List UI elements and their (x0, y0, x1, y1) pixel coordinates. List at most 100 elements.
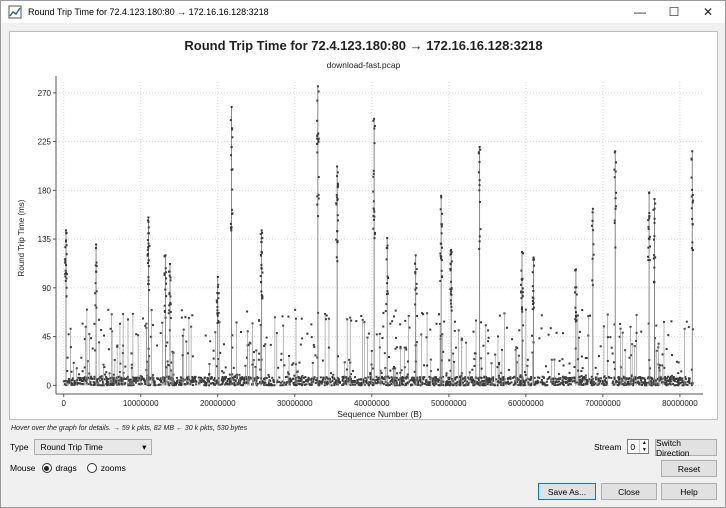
graph-plot-area[interactable]: Round Trip Time for 72.4.123.180:80 → 17… (9, 31, 718, 420)
rtt-point (229, 377, 232, 380)
drags-radio[interactable] (41, 463, 52, 473)
rtt-point (212, 378, 215, 381)
rtt-point (194, 377, 196, 380)
rtt-point (68, 380, 71, 383)
rtt-point (438, 313, 440, 316)
rtt-point (70, 370, 73, 373)
rtt-spike-point (692, 199, 694, 202)
rtt-point (562, 377, 565, 380)
rtt-point (73, 381, 76, 384)
type-select[interactable]: Round Trip Time ▾ (34, 439, 153, 455)
rtt-point (425, 379, 428, 381)
switch-direction-button[interactable]: Switch Direction (655, 438, 717, 458)
rtt-spike-point (95, 306, 98, 309)
rtt-spike-point (168, 292, 171, 295)
rtt-point (561, 379, 564, 382)
rtt-point (391, 380, 394, 383)
rtt-point (540, 327, 543, 330)
rtt-point (203, 384, 206, 387)
rtt-point (536, 376, 539, 379)
rtt-spike-point (316, 135, 319, 137)
rtt-point (176, 380, 179, 383)
spin-up-icon[interactable]: ▲ (641, 440, 647, 446)
rtt-point (639, 376, 641, 378)
rtt-point (464, 376, 467, 379)
spin-down-icon[interactable]: ▼ (641, 446, 647, 453)
rtt-point (410, 384, 412, 387)
rtt-point (178, 383, 180, 386)
rtt-point (417, 380, 420, 383)
rtt-spike-point (615, 191, 618, 194)
rtt-spike-point (165, 295, 168, 298)
rtt-point (522, 381, 525, 384)
rtt-point (245, 381, 248, 384)
rtt-point (539, 381, 542, 384)
x-tick-label: 70000000 (585, 399, 621, 408)
maximize-button[interactable]: ☐ (668, 5, 680, 19)
rtt-spike-point (65, 271, 68, 274)
rtt-spike-point (165, 271, 168, 274)
rtt-point (501, 378, 504, 381)
rtt-spike-point (169, 317, 172, 319)
rtt-point (399, 379, 402, 382)
rtt-scatter-chart[interactable]: 0 45 90 135 180 225 270 0 10000000 20000000 300000… (10, 32, 717, 419)
rtt-point (500, 377, 503, 380)
rtt-point (94, 383, 97, 386)
rtt-point (90, 377, 93, 380)
rtt-spike-point (230, 154, 232, 157)
save-as-button[interactable]: Save As... (538, 483, 596, 500)
close-window-button[interactable]: ✕ (702, 5, 714, 19)
drags-radio-label[interactable]: drags (55, 463, 77, 473)
rtt-point (306, 332, 309, 335)
rtt-point (111, 330, 114, 333)
rtt-spike-point (478, 235, 481, 238)
rtt-point (523, 383, 526, 386)
rtt-point (399, 347, 402, 350)
rtt-spike-point (147, 262, 149, 264)
rtt-point (519, 375, 522, 378)
minimize-button[interactable]: — (634, 5, 646, 19)
rtt-spike-point (374, 231, 376, 234)
rtt-spike-point (317, 176, 320, 178)
rtt-point (659, 375, 662, 378)
rtt-spike-point (337, 219, 339, 222)
rtt-spike-point (648, 215, 651, 218)
rtt-spike-point (168, 274, 171, 277)
rtt-spike-point (449, 268, 452, 271)
rtt-point (584, 383, 587, 386)
help-button[interactable]: Help (661, 483, 717, 500)
rtt-point (282, 383, 285, 386)
rtt-spike-point (336, 241, 339, 244)
rtt-point (119, 362, 122, 365)
close-button[interactable]: Close (601, 483, 657, 500)
rtt-point (249, 377, 252, 380)
zooms-radio[interactable] (86, 463, 97, 473)
rtt-point (98, 379, 101, 382)
rtt-point (221, 382, 224, 385)
rtt-point (167, 312, 170, 315)
rtt-point (459, 384, 462, 387)
rtt-point (90, 375, 93, 378)
rtt-point (515, 381, 517, 384)
rtt-point (517, 354, 520, 357)
rtt-spike-point (317, 132, 320, 135)
zooms-radio-label[interactable]: zooms (100, 463, 126, 473)
rtt-point (587, 315, 590, 318)
rtt-point (558, 359, 561, 362)
rtt-point (436, 378, 439, 381)
stream-spinbox[interactable]: 0 ▲ ▼ (627, 439, 650, 454)
rtt-point (444, 382, 447, 385)
rtt-point (501, 348, 503, 351)
rtt-spike-point (532, 258, 535, 261)
rtt-point (553, 358, 556, 361)
reset-button[interactable]: Reset (661, 460, 717, 477)
rtt-point (361, 381, 364, 384)
rtt-point (238, 379, 240, 382)
rtt-point (208, 372, 211, 375)
rtt-spike-point (691, 188, 694, 191)
rtt-point (298, 379, 301, 382)
rtt-point (307, 378, 310, 381)
rtt-point (581, 379, 584, 382)
rtt-point (235, 321, 238, 324)
rtt-point (81, 322, 84, 325)
